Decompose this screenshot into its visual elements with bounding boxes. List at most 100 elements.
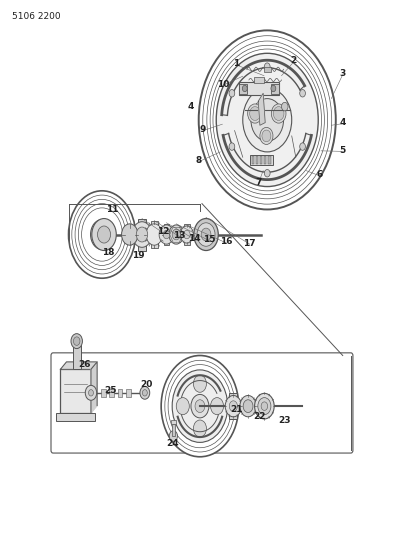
Bar — [239, 84, 247, 94]
Circle shape — [169, 225, 184, 244]
Bar — [229, 393, 237, 419]
Circle shape — [300, 143, 306, 150]
Text: 4: 4 — [339, 118, 346, 127]
Text: 12: 12 — [157, 228, 169, 236]
Bar — [109, 389, 114, 397]
Circle shape — [169, 431, 177, 441]
Circle shape — [194, 219, 218, 251]
Circle shape — [191, 394, 209, 418]
Bar — [184, 224, 190, 245]
Bar — [256, 156, 258, 164]
Text: 5: 5 — [339, 146, 346, 155]
Circle shape — [92, 219, 116, 251]
Circle shape — [72, 195, 132, 274]
Bar — [56, 413, 95, 421]
Bar — [171, 420, 176, 424]
Circle shape — [172, 370, 228, 442]
Circle shape — [240, 395, 256, 417]
Circle shape — [211, 398, 224, 415]
Circle shape — [85, 385, 97, 400]
Text: 17: 17 — [244, 239, 256, 247]
Circle shape — [82, 208, 122, 261]
Text: 7: 7 — [255, 179, 262, 187]
Circle shape — [163, 230, 170, 239]
Polygon shape — [91, 362, 97, 413]
Circle shape — [255, 393, 274, 419]
Circle shape — [193, 375, 206, 392]
Circle shape — [180, 226, 193, 243]
Bar — [138, 219, 146, 251]
Text: 21: 21 — [231, 405, 243, 414]
Circle shape — [132, 222, 152, 247]
Circle shape — [140, 386, 150, 399]
Circle shape — [69, 191, 135, 278]
Polygon shape — [60, 362, 97, 369]
Circle shape — [168, 365, 232, 448]
Text: 18: 18 — [102, 248, 114, 257]
Text: 10: 10 — [217, 80, 229, 88]
Circle shape — [201, 228, 211, 241]
Circle shape — [229, 143, 235, 150]
Bar — [73, 345, 81, 369]
Bar — [101, 389, 106, 397]
Circle shape — [243, 88, 292, 152]
Text: 1: 1 — [233, 60, 240, 68]
Text: 3: 3 — [339, 69, 346, 78]
Bar — [151, 221, 158, 248]
Bar — [260, 156, 262, 164]
Circle shape — [264, 63, 270, 70]
Circle shape — [197, 223, 215, 246]
Bar — [239, 82, 279, 95]
Text: 15: 15 — [204, 236, 216, 244]
Circle shape — [199, 30, 336, 209]
Circle shape — [195, 400, 205, 413]
Circle shape — [250, 107, 260, 120]
Bar — [271, 84, 279, 94]
Circle shape — [159, 225, 174, 244]
Bar — [60, 369, 91, 413]
Circle shape — [73, 337, 80, 345]
Circle shape — [258, 398, 271, 415]
Circle shape — [136, 227, 148, 242]
Text: 16: 16 — [220, 238, 233, 246]
Circle shape — [172, 229, 180, 240]
Circle shape — [262, 130, 271, 142]
FancyBboxPatch shape — [51, 353, 353, 453]
Circle shape — [176, 398, 189, 415]
Text: 13: 13 — [173, 231, 186, 240]
Circle shape — [216, 53, 318, 187]
Circle shape — [91, 220, 113, 249]
Text: 23: 23 — [279, 416, 291, 424]
Text: 25: 25 — [105, 386, 117, 395]
Circle shape — [264, 169, 270, 177]
Circle shape — [229, 401, 237, 411]
Circle shape — [161, 356, 239, 457]
Circle shape — [243, 400, 253, 413]
Circle shape — [75, 199, 129, 270]
Bar — [118, 389, 122, 397]
Bar — [252, 156, 254, 164]
Circle shape — [78, 204, 126, 265]
Circle shape — [98, 226, 111, 243]
Circle shape — [95, 225, 109, 244]
Bar — [268, 156, 271, 164]
Text: 14: 14 — [188, 234, 201, 243]
Circle shape — [242, 85, 247, 92]
Circle shape — [89, 390, 93, 396]
Text: 5106 2200: 5106 2200 — [12, 12, 61, 21]
Circle shape — [261, 402, 268, 410]
Circle shape — [271, 85, 276, 92]
Circle shape — [71, 334, 82, 349]
Bar — [126, 389, 131, 397]
Circle shape — [142, 390, 147, 396]
Text: 11: 11 — [106, 205, 118, 214]
Bar — [250, 155, 273, 165]
Circle shape — [165, 360, 235, 452]
Circle shape — [184, 230, 190, 239]
Circle shape — [248, 104, 262, 123]
Circle shape — [229, 90, 235, 97]
Polygon shape — [258, 93, 265, 125]
Circle shape — [207, 41, 328, 199]
Bar — [264, 156, 266, 164]
Text: 20: 20 — [141, 381, 153, 389]
